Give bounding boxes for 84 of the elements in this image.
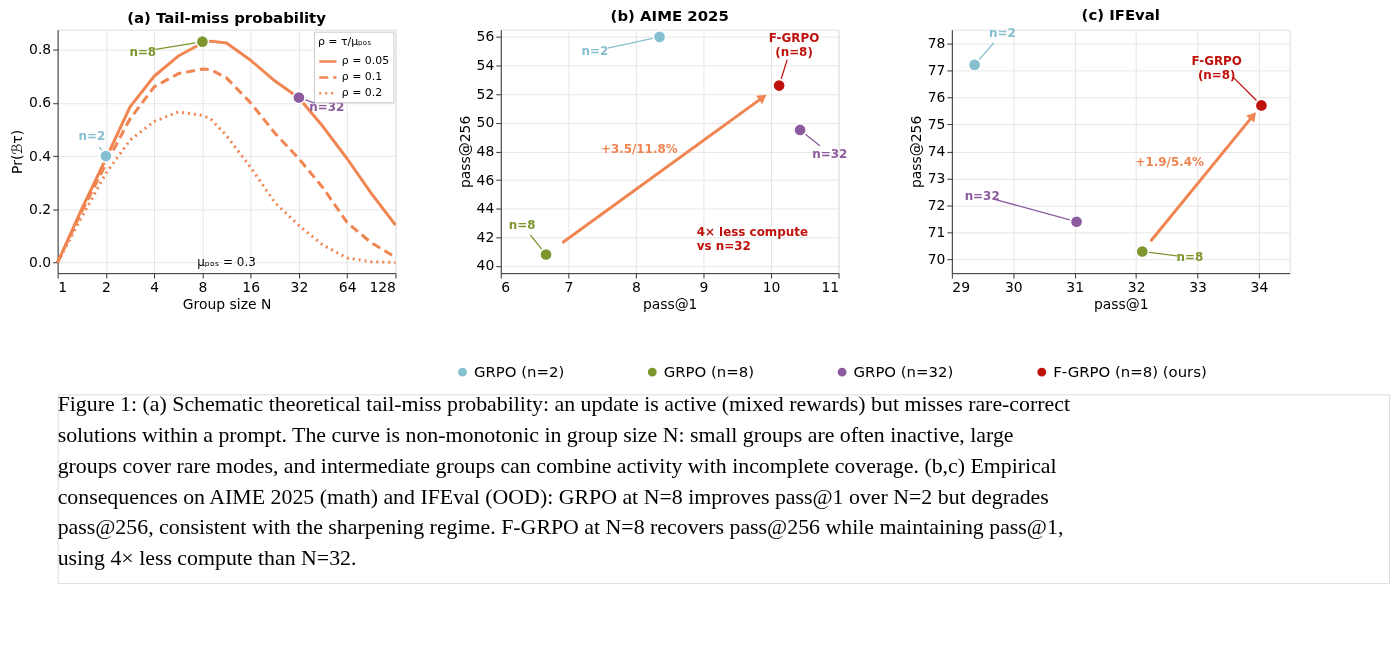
- x-tick-label: 64: [338, 278, 357, 295]
- y-tick-label: 74: [927, 142, 946, 159]
- annotation: n=2: [78, 129, 106, 144]
- y-tick-label: 76: [927, 88, 946, 105]
- y-tick-label: 44: [476, 200, 495, 217]
- x-axis-title: pass@1: [1093, 296, 1149, 313]
- point: [772, 78, 786, 93]
- y-tick-label: 48: [476, 142, 495, 159]
- x-tick-label: 31: [1066, 278, 1085, 295]
- x-axis-title: pass@1: [642, 296, 698, 313]
- point: [1069, 214, 1084, 229]
- y-tick-label: 71: [927, 224, 946, 241]
- annotation: 4× less compute vs n=32: [696, 224, 808, 253]
- x-tick-label: 2: [101, 278, 111, 295]
- chart-title: (a) Tail-miss probability: [127, 8, 327, 27]
- annotation: n=8: [508, 217, 536, 232]
- y-axis-title: pass@256: [456, 115, 473, 189]
- annotation: n=32: [812, 146, 848, 161]
- point: [793, 123, 807, 137]
- annotation: F-GRPO (n=8): [1191, 53, 1242, 82]
- legend-label: ρ = 0.05: [341, 54, 390, 68]
- annotation: n=32: [309, 100, 345, 115]
- x-tick-label: 32: [1127, 278, 1146, 295]
- y-axis-title: Pr(ℬτ): [9, 129, 26, 174]
- annotation: n=8: [1176, 250, 1204, 265]
- point: [1135, 244, 1150, 259]
- annotation: n=32: [964, 188, 1000, 203]
- y-tick-label: 46: [476, 171, 495, 188]
- point: [539, 247, 553, 262]
- y-tick-label: 42: [476, 228, 495, 245]
- y-tick-label: 73: [927, 169, 946, 186]
- y-tick-label: 0.6: [29, 94, 52, 111]
- legend-label: GRPO (n=8): [663, 363, 755, 382]
- chart-title: (b) AIME 2025: [610, 6, 729, 25]
- x-tick-label: 9: [699, 278, 709, 295]
- legend-title: ρ = τ/μₚₒₛ: [317, 34, 372, 48]
- annotation: +3.5/11.8%: [600, 141, 678, 156]
- x-tick-label: 1: [58, 278, 67, 295]
- y-tick-label: 54: [476, 56, 495, 73]
- annotation: n=2: [989, 26, 1016, 41]
- x-tick-label: 4: [150, 278, 160, 295]
- legend-label: F-GRPO (n=8) (ours): [1053, 363, 1207, 382]
- y-tick-label: 40: [476, 257, 495, 274]
- y-tick-label: 78: [927, 34, 946, 51]
- y-tick-label: 0.4: [29, 147, 52, 164]
- y-tick-label: 50: [476, 114, 495, 131]
- point: [652, 30, 667, 44]
- y-axis-title: pass@256: [907, 115, 924, 189]
- x-tick-label: 29: [952, 278, 971, 295]
- annotation: μₚₒₛ = 0.3: [197, 255, 256, 270]
- annotation: +1.9/5.4%: [1135, 155, 1205, 170]
- x-tick-label: 8: [198, 278, 208, 295]
- chart-title: (c) IFEval: [1081, 6, 1160, 25]
- point: [967, 58, 982, 72]
- x-tick-label: 128: [369, 278, 396, 295]
- x-tick-label: 11: [821, 278, 840, 295]
- x-tick-label: 30: [1004, 278, 1023, 295]
- y-tick-label: 56: [476, 28, 495, 45]
- y-tick-label: 70: [927, 251, 946, 268]
- x-tick-label: 7: [564, 278, 574, 295]
- point: [1254, 98, 1269, 113]
- x-tick-label: 8: [631, 278, 641, 295]
- x-tick-label: 34: [1250, 278, 1269, 295]
- x-axis-title: Group size N: [182, 296, 272, 313]
- y-tick-label: 75: [927, 115, 946, 132]
- legend-label: ρ = 0.1: [341, 70, 383, 84]
- x-tick-label: 16: [242, 278, 261, 295]
- y-tick-label: 0.0: [29, 253, 52, 270]
- x-tick-label: 32: [290, 278, 309, 295]
- y-tick-label: 77: [927, 61, 946, 78]
- legend-label: GRPO (n=32): [853, 363, 954, 382]
- x-tick-label: 10: [762, 278, 781, 295]
- caption: Figure 1: (a) Schematic theoretical tail-miss probability: an update is active (mixed rewards) but misses rare-correct solutions within a prompt. The curve is non-monotonic in group size N: small groups are often inactive, large groups cover rare modes, and intermediate groups can combine activity with incomplete coverage. (b,c) Empirical consequences on AIME 2025 (math) and IFEval (OOD): GRPO at N=8 improves pass@1 over N=2 but degrades pass@256, consistent with the sharpening regime. F-GRPO at N=8 recovers pass@256 while maintaining pass@1, using 4× less compute than N=32.: [57, 392, 1070, 571]
- annotation: n=2: [581, 43, 609, 58]
- annotation: F-GRPO (n=8): [768, 30, 820, 59]
- legend-label: GRPO (n=2): [473, 363, 565, 382]
- y-tick-label: 52: [476, 85, 495, 102]
- y-tick-label: 0.8: [29, 41, 52, 58]
- x-tick-label: 33: [1189, 278, 1207, 295]
- legend-label: ρ = 0.2: [341, 86, 383, 100]
- y-tick-label: 0.2: [29, 200, 52, 217]
- y-tick-label: 72: [927, 196, 946, 213]
- x-tick-label: 6: [501, 278, 511, 295]
- annotation: n=8: [129, 44, 157, 59]
